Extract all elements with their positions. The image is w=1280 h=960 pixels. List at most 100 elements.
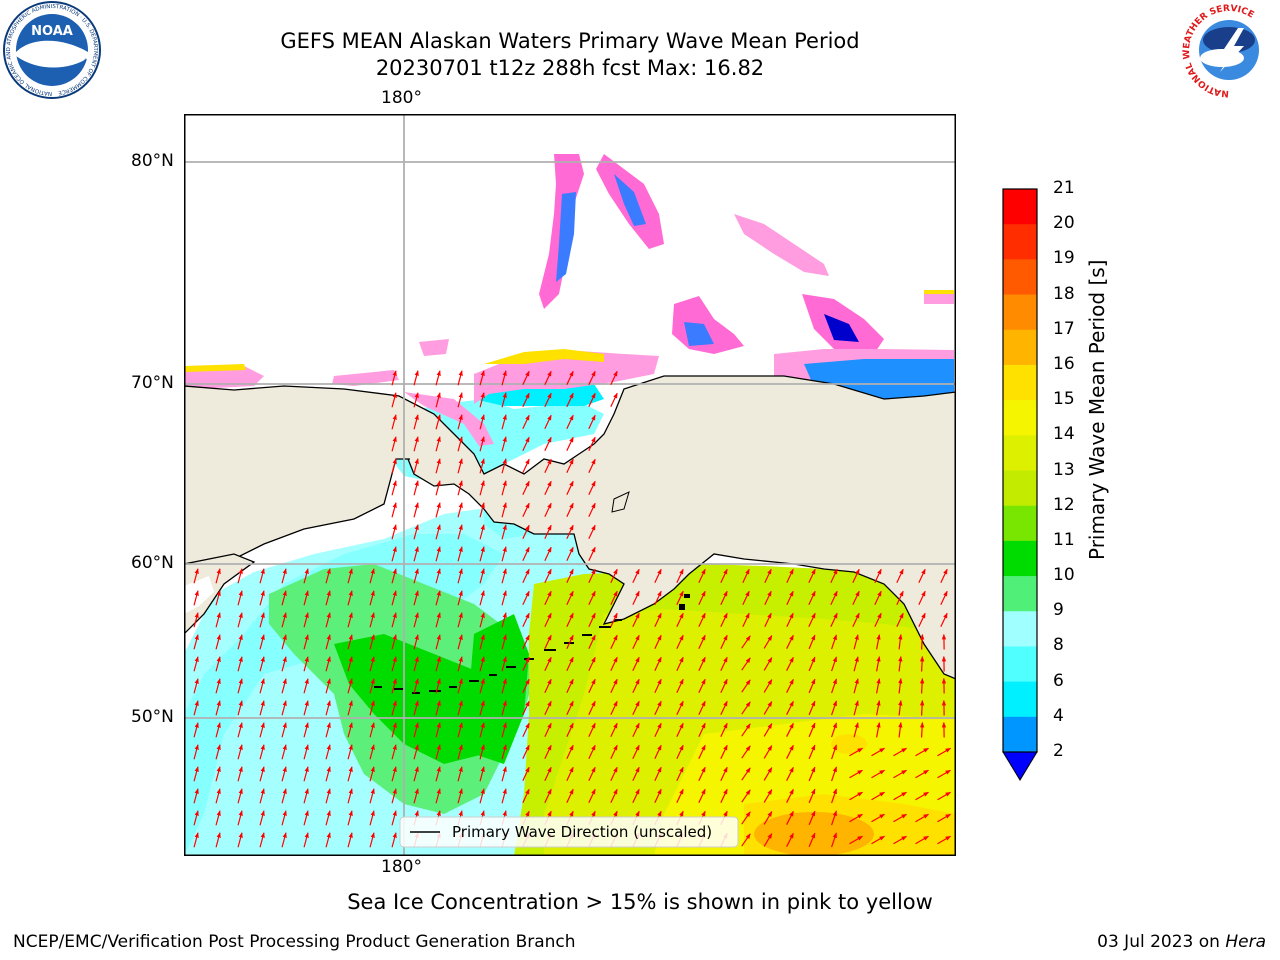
wave-arrow	[347, 788, 353, 804]
wave-arrow	[893, 769, 907, 779]
wave-arrow	[588, 700, 596, 716]
wave-arrow	[215, 766, 221, 782]
wave-arrow	[654, 568, 662, 584]
wave-arrow	[479, 722, 485, 738]
colorbar-tick-label: 8	[1053, 635, 1064, 656]
wave-arrow	[303, 568, 309, 584]
colorbar-tick-label: 11	[1053, 529, 1075, 550]
wave-arrow	[522, 766, 530, 782]
wave-arrow	[853, 634, 859, 650]
wave-arrow	[544, 480, 552, 496]
colorbar-cell	[1003, 224, 1037, 260]
wave-arrow	[610, 678, 618, 694]
colorbar-cell	[1003, 576, 1037, 612]
wave-arrow	[720, 568, 728, 584]
wave-arrow	[566, 546, 574, 562]
wave-arrow	[501, 590, 507, 606]
wave-arrow	[588, 612, 596, 628]
wave-arrow	[632, 634, 640, 650]
wave-arrow	[522, 502, 530, 518]
wave-arrow	[632, 744, 640, 760]
wave-arrow	[544, 370, 552, 386]
wave-arrow	[588, 502, 596, 518]
wave-arrow	[741, 811, 751, 825]
wave-arrow	[193, 722, 199, 738]
wave-arrow	[457, 722, 463, 738]
wave-arrow	[435, 700, 441, 716]
wave-arrow	[501, 414, 507, 430]
wave-arrow	[544, 788, 552, 804]
footer-date: 03 Jul 2023 on Hera	[1097, 932, 1266, 952]
wave-arrow	[763, 789, 773, 803]
wave-arrow	[720, 700, 728, 716]
wave-period-map: Primary Wave Direction (unscaled)	[184, 114, 956, 856]
wave-arrow	[501, 392, 507, 408]
wave-arrow	[654, 590, 662, 606]
colorbar-cell	[1003, 400, 1037, 436]
wave-arrow	[893, 813, 907, 823]
wave-arrow	[259, 656, 265, 672]
wave-arrow	[237, 700, 243, 716]
wave-arrow	[898, 634, 903, 650]
wave-arrow	[741, 767, 751, 781]
wave-arrow	[610, 744, 618, 760]
wave-arrow	[654, 744, 662, 760]
wave-arrow	[413, 546, 419, 562]
wave-arrow	[457, 546, 463, 562]
colorbar-tick-label: 15	[1053, 389, 1075, 410]
wave-arrow	[237, 766, 243, 782]
wave-arrow	[522, 700, 530, 716]
wave-arrow	[940, 568, 948, 584]
wave-arrow	[874, 590, 882, 606]
wave-arrow	[237, 590, 243, 606]
wave-arrow	[654, 634, 662, 650]
wave-arrow	[325, 810, 331, 826]
wave-arrow	[303, 590, 309, 606]
wave-direction-arrows	[193, 370, 951, 848]
wave-arrow	[632, 590, 640, 606]
wave-arrow	[588, 766, 596, 782]
wave-arrow	[831, 678, 837, 694]
wave-arrow	[632, 788, 640, 804]
wave-arrow	[479, 458, 485, 474]
wave-arrow	[741, 789, 751, 803]
wave-arrow	[831, 722, 837, 738]
wave-arrow	[325, 590, 331, 606]
wave-arrow	[413, 656, 419, 672]
wave-arrow	[325, 766, 331, 782]
wave-arrow	[786, 568, 794, 584]
wave-arrow	[741, 745, 751, 759]
wave-arrow	[808, 700, 816, 716]
wave-arrow	[763, 833, 773, 847]
wave-arrow	[325, 678, 331, 694]
wave-arrow	[875, 678, 881, 694]
wave-arrow	[610, 656, 618, 672]
wave-arrow	[544, 634, 552, 650]
wave-arrow	[676, 678, 684, 694]
wave-arrow	[413, 392, 419, 408]
wave-arrow	[369, 656, 375, 672]
wave-arrow	[303, 766, 309, 782]
legend-box	[399, 816, 739, 848]
wave-arrow	[413, 414, 419, 430]
wave-arrow	[610, 722, 618, 738]
wave-arrow	[391, 612, 397, 628]
wave-arrow	[479, 480, 485, 496]
wave-arrow	[259, 722, 265, 738]
wave-arrow	[544, 678, 552, 694]
wave-arrow	[610, 700, 618, 716]
wave-arrow	[215, 744, 221, 760]
wave-arrow	[853, 656, 859, 672]
wave-arrow	[588, 634, 596, 650]
wave-arrow	[259, 744, 265, 760]
wave-arrow	[566, 436, 574, 452]
map-legend[interactable]: Primary Wave Direction (unscaled)	[399, 816, 739, 848]
wave-arrow	[501, 612, 507, 628]
wave-arrow	[588, 546, 596, 562]
wave-arrow	[830, 568, 838, 584]
colorbar-tick-label: 9	[1053, 600, 1064, 621]
wave-arrow	[413, 480, 419, 496]
wave-arrow	[566, 502, 574, 518]
wave-arrow	[413, 612, 419, 628]
wave-arrow	[610, 392, 618, 408]
